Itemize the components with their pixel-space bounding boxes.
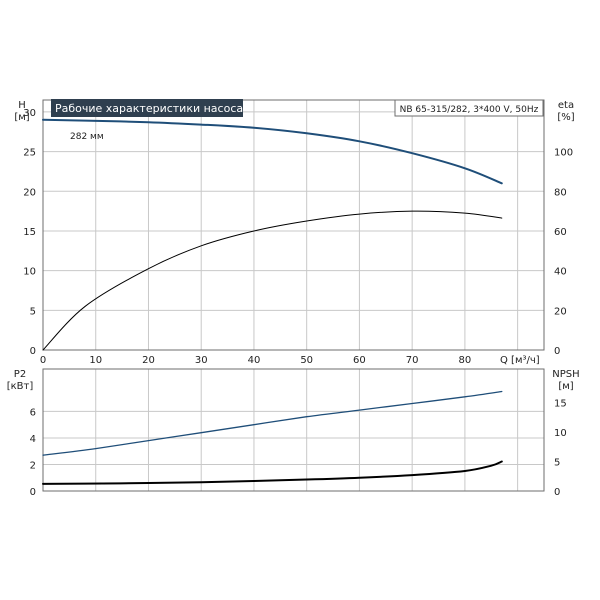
top-left-tick-label: 30	[23, 108, 36, 119]
top-right-axis-label: eta	[558, 100, 574, 111]
top-right-tick-label: 80	[554, 187, 567, 198]
top-right-tick-label: 60	[554, 227, 567, 238]
bottom-left-tick-label: 0	[30, 487, 36, 498]
top-left-axis-unit: [м]	[14, 112, 29, 123]
top-right-tick-label: 40	[554, 267, 567, 278]
x-tick-label: 80	[459, 355, 472, 366]
top-left-tick-label: 10	[23, 267, 36, 278]
series-layer	[42, 118, 503, 485]
tick-labels: 0 10 20 30 40 50 60 70 8005101520253002040608010…	[23, 108, 573, 498]
chart-title: Рабочие характеристики насоса	[55, 102, 243, 115]
head-curve	[42, 118, 503, 185]
top-left-tick-label: 5	[30, 306, 36, 317]
grid-layer	[42, 100, 544, 492]
model-label-box	[394, 99, 544, 117]
top-right-tick-label: 100	[554, 148, 573, 159]
top-plot-frame	[42, 99, 545, 351]
bottom-right-tick-label: 15	[554, 399, 567, 410]
power-p2-curve	[42, 390, 503, 456]
x-tick-label: 20	[142, 355, 155, 366]
x-tick-label: 50	[300, 355, 313, 366]
x-tick-label: 60	[353, 355, 366, 366]
x-axis-label: Q [м³/ч]	[500, 355, 540, 366]
x-tick-label: 40	[248, 355, 261, 366]
bottom-left-axis-label: P2	[14, 369, 26, 380]
bottom-right-axis-unit: [м]	[558, 381, 573, 392]
bottom-left-axis-unit: [кВт]	[7, 381, 34, 392]
model-label: NB 65-315/282, 3*400 V, 50Hz	[400, 105, 539, 115]
efficiency-curve	[42, 210, 503, 351]
bottom-left-tick-label: 2	[30, 460, 36, 471]
bottom-right-tick-label: 5	[554, 458, 560, 469]
impeller-label: 282 мм	[70, 132, 104, 142]
bottom-left-tick-label: 4	[30, 434, 36, 445]
x-tick-label: 0	[40, 355, 46, 366]
bottom-right-tick-label: 10	[554, 428, 567, 439]
x-tick-label: 30	[195, 355, 208, 366]
top-left-tick-label: 0	[30, 346, 36, 357]
top-right-tick-label: 0	[554, 346, 560, 357]
top-right-axis-unit: [%]	[557, 112, 574, 123]
bottom-right-axis-label: NPSH	[552, 369, 579, 380]
title-background	[51, 99, 243, 117]
x-tick-label: 70	[406, 355, 419, 366]
x-tick-label: 10	[89, 355, 102, 366]
bottom-plot-frame	[42, 368, 545, 492]
top-right-tick-label: 20	[554, 306, 567, 317]
bottom-left-tick-label: 6	[30, 407, 36, 418]
npsh-curve	[42, 460, 503, 485]
top-left-tick-label: 15	[23, 227, 36, 238]
top-left-tick-label: 20	[23, 187, 36, 198]
top-left-tick-label: 25	[23, 148, 36, 159]
bottom-right-tick-label: 0	[554, 487, 560, 498]
top-left-axis-label: H	[18, 100, 26, 111]
